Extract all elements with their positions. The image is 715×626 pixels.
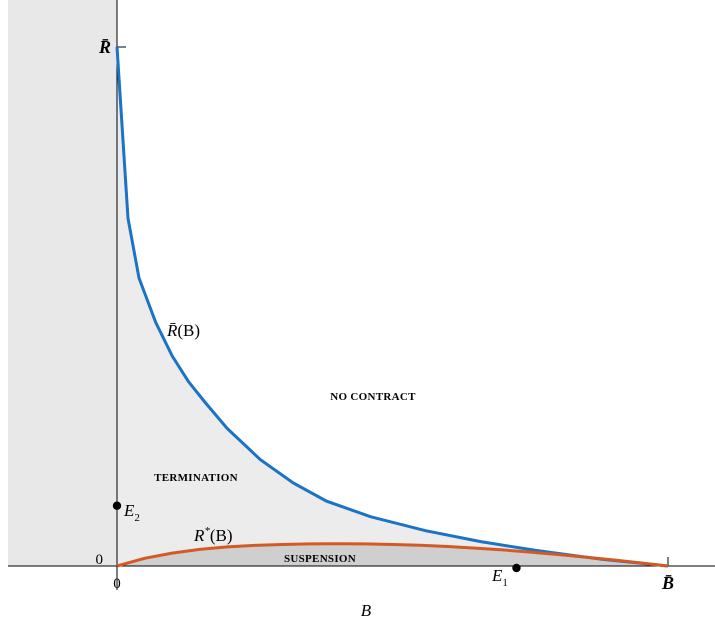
- series-line-rstar: [116, 542, 669, 568]
- point-label-e2-main: E: [123, 501, 135, 520]
- x-end-label: B̄: [661, 573, 674, 593]
- series-label-rbar-main: R̄: [166, 321, 178, 340]
- negative-b-shaded-region: [8, 0, 117, 566]
- series-label-rstar-arg: (B): [210, 526, 233, 545]
- point-e2: [112, 501, 122, 510]
- region-label-termination: TERMINATION: [154, 472, 238, 484]
- series-label-rstar-sup: *: [204, 525, 210, 537]
- point-e1: [512, 563, 521, 573]
- point-label-e2: E2: [123, 501, 140, 524]
- x-axis-label: B: [361, 601, 372, 620]
- series-label-rstar: R*(B): [193, 525, 233, 545]
- y-end-label: R̄: [98, 37, 111, 57]
- point-label-e2-sub: 2: [134, 512, 140, 524]
- series-line-rbar: [115, 46, 669, 568]
- series-label-rbar-arg: (B): [177, 321, 200, 340]
- series-label-rbar: R̄(B): [166, 321, 200, 340]
- series-label-rstar-main: R: [193, 526, 205, 545]
- termination-shaded-region: [117, 47, 668, 566]
- x-tick-label-0: 0: [113, 576, 121, 592]
- y-tick-label-0: 0: [96, 552, 104, 568]
- point-label-e1-main: E: [491, 566, 503, 585]
- region-label-suspension: SUSPENSION: [284, 553, 356, 565]
- point-label-e1: E1: [491, 566, 508, 589]
- point-label-e1-sub: 1: [502, 577, 508, 589]
- region-label-no-contract: NO CONTRACT: [330, 391, 416, 403]
- suspension-shaded-region: [117, 543, 668, 566]
